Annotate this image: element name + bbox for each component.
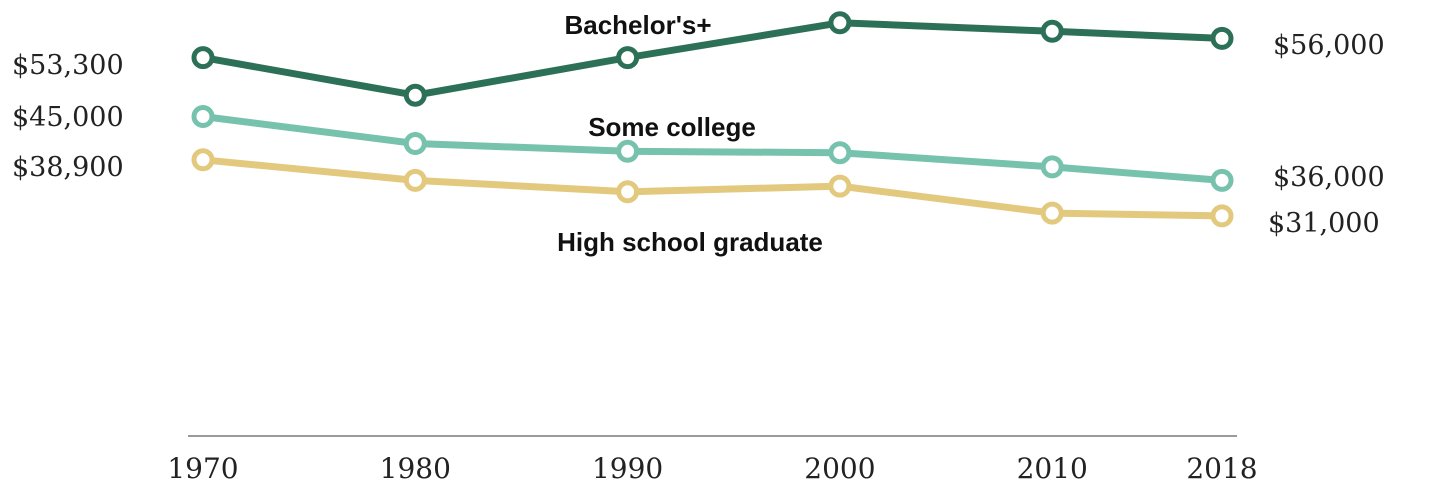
series-line-some-college xyxy=(199,113,1226,184)
start-value-label-high-school: $38,900 xyxy=(12,152,124,183)
data-point-high-school-2018 xyxy=(1210,204,1234,228)
end-value-label-some-college: $36,000 xyxy=(1273,162,1385,193)
series-name-label-high-school: High school graduate xyxy=(557,227,823,257)
data-point-bachelors-1980 xyxy=(403,83,427,107)
series-line-bachelors xyxy=(199,19,1226,99)
x-tick-label-1980: 1980 xyxy=(380,452,451,482)
data-point-high-school-1970 xyxy=(191,148,215,172)
data-point-bachelors-2010 xyxy=(1040,19,1064,43)
data-point-bachelors-1990 xyxy=(616,46,640,70)
series-layer xyxy=(191,11,1234,228)
data-point-bachelors-1970 xyxy=(191,46,215,70)
x-tick-label-1970: 1970 xyxy=(167,452,238,482)
x-tick-label-1990: 1990 xyxy=(592,452,663,482)
data-point-bachelors-2018 xyxy=(1210,26,1234,50)
series-name-label-some-college: Some college xyxy=(588,112,756,142)
data-point-some-college-2000 xyxy=(828,141,852,165)
data-point-some-college-1980 xyxy=(403,132,427,155)
data-point-some-college-2018 xyxy=(1210,168,1234,192)
series-bachelors xyxy=(191,11,1234,107)
series-some-college xyxy=(191,105,1234,192)
start-value-label-some-college: $45,000 xyxy=(12,102,124,133)
end-value-label-bachelors: $56,000 xyxy=(1273,30,1385,61)
data-point-high-school-2000 xyxy=(828,174,852,198)
x-tick-label-2018: 2018 xyxy=(1186,452,1257,482)
series-high-school xyxy=(191,148,1234,228)
data-point-high-school-2010 xyxy=(1040,201,1064,225)
x-tick-labels: 1970 1980 1990 2000 2010 2018 xyxy=(167,452,1257,482)
data-point-high-school-1980 xyxy=(403,168,427,192)
end-value-label-high-school: $31,000 xyxy=(1268,208,1380,239)
data-point-some-college-1970 xyxy=(191,105,215,128)
data-point-bachelors-2000 xyxy=(828,11,852,35)
data-point-some-college-1990 xyxy=(616,139,640,163)
series-name-label-bachelors: Bachelor's+ xyxy=(564,10,711,40)
data-point-some-college-2010 xyxy=(1040,155,1064,179)
x-tick-label-2000: 2000 xyxy=(804,452,875,482)
x-tick-label-2010: 2010 xyxy=(1017,452,1088,482)
data-point-high-school-1990 xyxy=(616,180,640,204)
label-layer: Bachelor's+ $53,300 $56,000 Some college $45… xyxy=(12,10,1385,257)
start-value-label-bachelors: $53,300 xyxy=(12,50,124,81)
series-line-high-school xyxy=(199,156,1226,220)
